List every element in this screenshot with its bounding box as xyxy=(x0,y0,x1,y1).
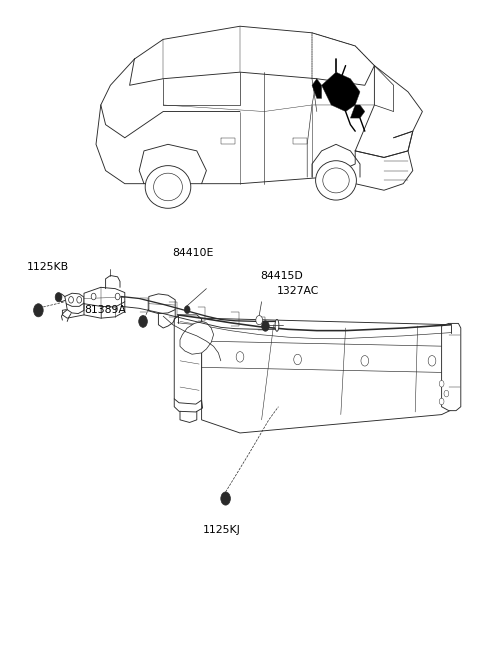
Polygon shape xyxy=(322,72,360,112)
Circle shape xyxy=(69,297,73,303)
Polygon shape xyxy=(350,105,365,118)
Circle shape xyxy=(221,492,230,505)
Text: 1327AC: 1327AC xyxy=(276,286,319,297)
Text: 84415D: 84415D xyxy=(260,270,303,281)
Circle shape xyxy=(439,398,444,405)
Circle shape xyxy=(428,356,436,366)
Text: 81389A: 81389A xyxy=(84,305,126,316)
Ellipse shape xyxy=(323,168,349,193)
Circle shape xyxy=(236,352,244,362)
Circle shape xyxy=(139,316,147,327)
Ellipse shape xyxy=(154,173,182,201)
Polygon shape xyxy=(312,79,322,98)
Ellipse shape xyxy=(316,161,356,200)
Circle shape xyxy=(55,293,62,302)
Circle shape xyxy=(34,304,43,317)
Circle shape xyxy=(262,321,269,331)
Circle shape xyxy=(444,390,449,397)
Circle shape xyxy=(77,297,82,303)
Polygon shape xyxy=(174,315,202,404)
Circle shape xyxy=(439,380,444,387)
Circle shape xyxy=(256,316,263,325)
Text: 1125KJ: 1125KJ xyxy=(203,525,240,535)
Polygon shape xyxy=(202,318,451,433)
Circle shape xyxy=(91,293,96,300)
Circle shape xyxy=(361,356,369,366)
Polygon shape xyxy=(180,321,214,354)
Ellipse shape xyxy=(145,166,191,209)
Text: 1125KB: 1125KB xyxy=(26,262,69,272)
Polygon shape xyxy=(84,287,125,307)
Polygon shape xyxy=(149,294,175,314)
Polygon shape xyxy=(442,323,461,411)
Circle shape xyxy=(115,293,120,300)
Ellipse shape xyxy=(275,319,279,331)
Text: 84410E: 84410E xyxy=(172,247,213,258)
Circle shape xyxy=(184,306,190,314)
Polygon shape xyxy=(65,293,84,306)
Circle shape xyxy=(294,354,301,365)
